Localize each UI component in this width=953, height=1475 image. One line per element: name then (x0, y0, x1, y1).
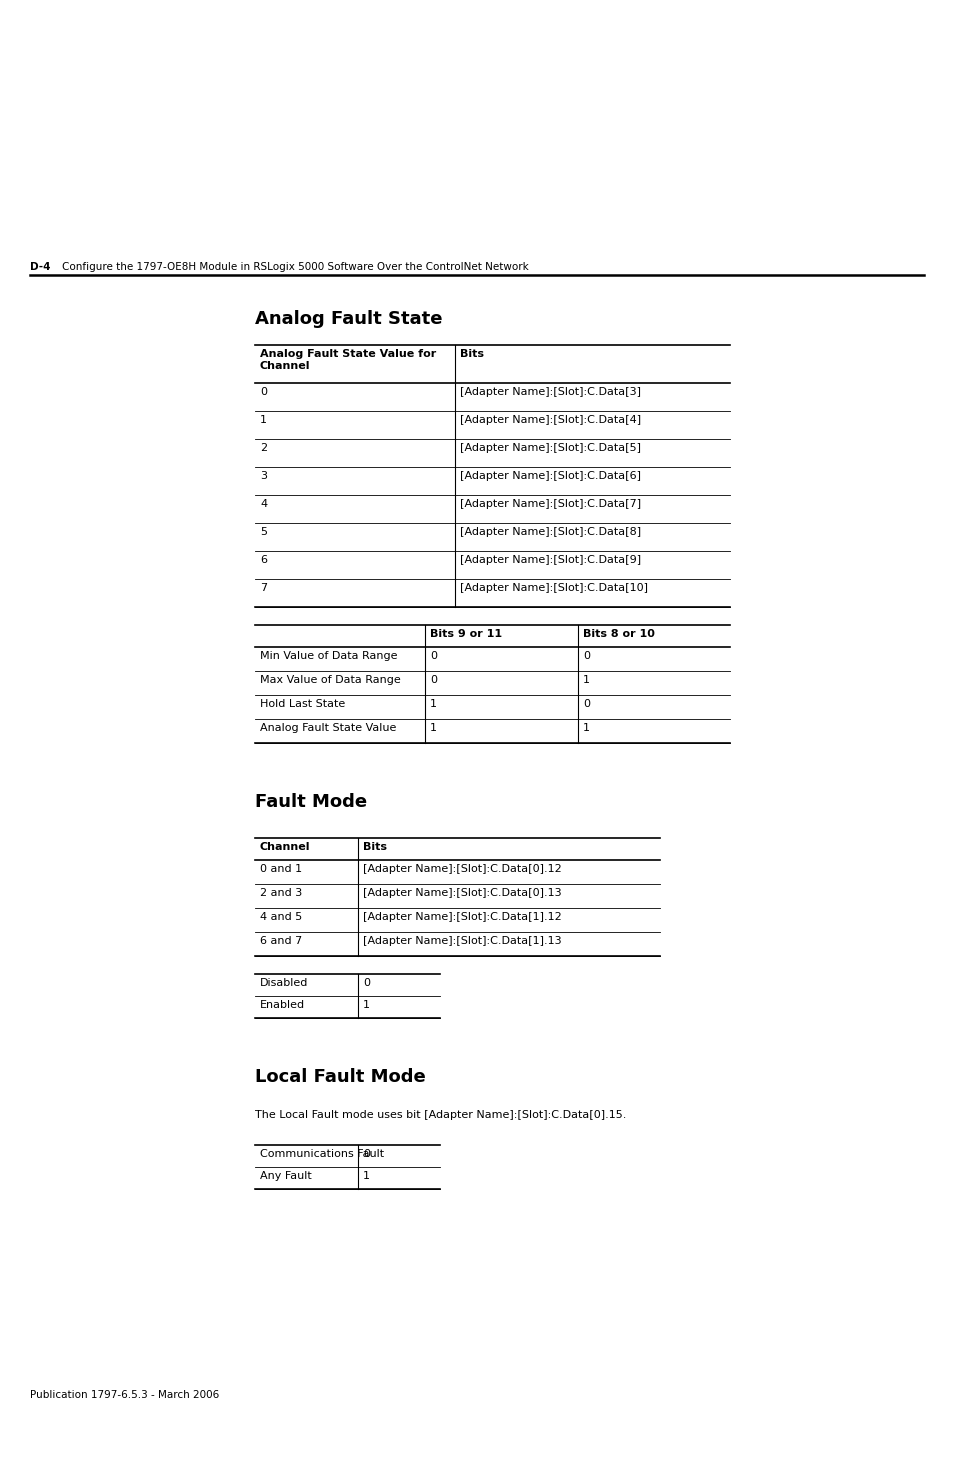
Text: Analog Fault State: Analog Fault State (254, 310, 442, 327)
Text: 0: 0 (582, 699, 589, 709)
Text: Any Fault: Any Fault (260, 1171, 312, 1181)
Text: 3: 3 (260, 471, 267, 481)
Text: Configure the 1797-OE8H Module in RSLogix 5000 Software Over the ControlNet Netw: Configure the 1797-OE8H Module in RSLogi… (62, 263, 528, 271)
Text: [Adapter Name]:[Slot]:C.Data[9]: [Adapter Name]:[Slot]:C.Data[9] (459, 555, 640, 565)
Text: 6: 6 (260, 555, 267, 565)
Text: 4 and 5: 4 and 5 (260, 912, 302, 922)
Text: 1: 1 (582, 723, 589, 733)
Text: Fault Mode: Fault Mode (254, 794, 367, 811)
Text: [Adapter Name]:[Slot]:C.Data[0].13: [Adapter Name]:[Slot]:C.Data[0].13 (363, 888, 561, 898)
Text: [Adapter Name]:[Slot]:C.Data[5]: [Adapter Name]:[Slot]:C.Data[5] (459, 442, 640, 453)
Text: 1: 1 (430, 699, 436, 709)
Text: 0 and 1: 0 and 1 (260, 864, 302, 875)
Text: [Adapter Name]:[Slot]:C.Data[3]: [Adapter Name]:[Slot]:C.Data[3] (459, 386, 640, 397)
Text: 1: 1 (363, 1000, 370, 1010)
Text: 5: 5 (260, 527, 267, 537)
Text: 0: 0 (363, 978, 370, 988)
Text: 1: 1 (260, 414, 267, 425)
Text: 4: 4 (260, 499, 267, 509)
Text: [Adapter Name]:[Slot]:C.Data[4]: [Adapter Name]:[Slot]:C.Data[4] (459, 414, 640, 425)
Text: [Adapter Name]:[Slot]:C.Data[6]: [Adapter Name]:[Slot]:C.Data[6] (459, 471, 640, 481)
Text: D-4: D-4 (30, 263, 51, 271)
Text: Hold Last State: Hold Last State (260, 699, 345, 709)
Text: Publication 1797-6.5.3 - March 2006: Publication 1797-6.5.3 - March 2006 (30, 1389, 219, 1400)
Text: Communications Fault: Communications Fault (260, 1149, 384, 1159)
Text: 1: 1 (430, 723, 436, 733)
Text: 1: 1 (363, 1171, 370, 1181)
Text: The Local Fault mode uses bit [Adapter Name]:[Slot]:C.Data[0].15.: The Local Fault mode uses bit [Adapter N… (254, 1111, 626, 1120)
Text: 0: 0 (363, 1149, 370, 1159)
Text: Channel: Channel (260, 842, 310, 853)
Text: Bits 9 or 11: Bits 9 or 11 (430, 628, 501, 639)
Text: 2 and 3: 2 and 3 (260, 888, 302, 898)
Text: Bits 8 or 10: Bits 8 or 10 (582, 628, 654, 639)
Text: Min Value of Data Range: Min Value of Data Range (260, 650, 397, 661)
Text: [Adapter Name]:[Slot]:C.Data[8]: [Adapter Name]:[Slot]:C.Data[8] (459, 527, 640, 537)
Text: Bits: Bits (363, 842, 387, 853)
Text: 7: 7 (260, 583, 267, 593)
Text: 0: 0 (260, 386, 267, 397)
Text: Bits: Bits (459, 350, 483, 358)
Text: [Adapter Name]:[Slot]:C.Data[10]: [Adapter Name]:[Slot]:C.Data[10] (459, 583, 647, 593)
Text: [Adapter Name]:[Slot]:C.Data[1].12: [Adapter Name]:[Slot]:C.Data[1].12 (363, 912, 561, 922)
Text: 1: 1 (582, 676, 589, 684)
Text: Enabled: Enabled (260, 1000, 305, 1010)
Text: 0: 0 (430, 676, 436, 684)
Text: Analog Fault State Value: Analog Fault State Value (260, 723, 395, 733)
Text: [Adapter Name]:[Slot]:C.Data[7]: [Adapter Name]:[Slot]:C.Data[7] (459, 499, 640, 509)
Text: 0: 0 (430, 650, 436, 661)
Text: 0: 0 (582, 650, 589, 661)
Text: Analog Fault State Value for
Channel: Analog Fault State Value for Channel (260, 350, 436, 370)
Text: 2: 2 (260, 442, 267, 453)
Text: Disabled: Disabled (260, 978, 308, 988)
Text: [Adapter Name]:[Slot]:C.Data[1].13: [Adapter Name]:[Slot]:C.Data[1].13 (363, 937, 561, 945)
Text: Local Fault Mode: Local Fault Mode (254, 1068, 425, 1086)
Text: 6 and 7: 6 and 7 (260, 937, 302, 945)
Text: [Adapter Name]:[Slot]:C.Data[0].12: [Adapter Name]:[Slot]:C.Data[0].12 (363, 864, 561, 875)
Text: Max Value of Data Range: Max Value of Data Range (260, 676, 400, 684)
